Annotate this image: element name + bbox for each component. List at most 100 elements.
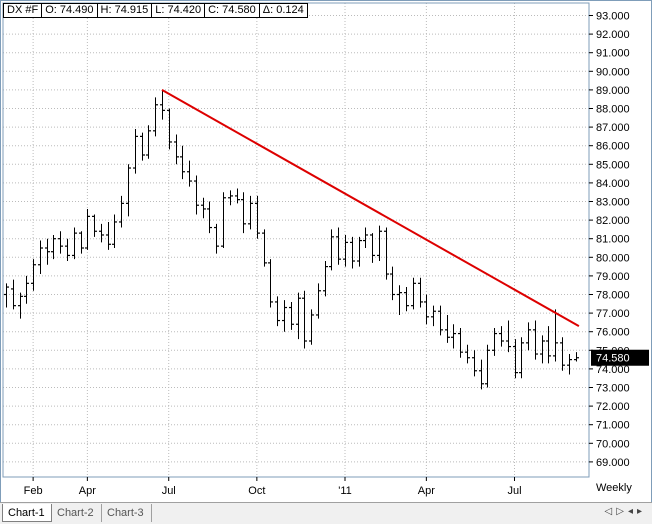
ohlc-bar[interactable] <box>445 314 450 343</box>
ohlc-bar[interactable] <box>79 231 84 254</box>
ohlc-bar[interactable] <box>153 97 158 137</box>
ohlc-bar[interactable] <box>546 326 551 364</box>
ohlc-bar[interactable] <box>146 125 151 159</box>
ohlc-bar[interactable] <box>363 227 368 248</box>
y-tick-label: 77.000 <box>596 308 630 320</box>
ohlc-bar[interactable] <box>45 238 50 265</box>
price-chart[interactable]: 93.000 92.000 91.000 90.000 89.000 88.000 87.0… <box>0 0 652 502</box>
ohlc-bar[interactable] <box>65 238 70 262</box>
ohlc-bar[interactable] <box>465 344 470 364</box>
ohlc-bar[interactable] <box>492 327 497 356</box>
ohlc-bar[interactable] <box>519 337 524 379</box>
ohlc-bar[interactable] <box>567 354 572 375</box>
ohlc-bar[interactable] <box>112 214 117 248</box>
ohlc-bar[interactable] <box>235 188 240 204</box>
ohlc-bar[interactable] <box>262 229 267 267</box>
ohlc-bar[interactable] <box>553 309 558 362</box>
ohlc-bar[interactable] <box>404 287 409 312</box>
ohlc-bar[interactable] <box>336 227 341 265</box>
ohlc-bar[interactable] <box>418 277 423 308</box>
next-tab-arrow-icon[interactable]: ▸ <box>636 506 646 517</box>
period-label[interactable]: Weekly <box>596 482 632 494</box>
ohlc-bar[interactable] <box>357 236 362 267</box>
prev-tab-arrow-icon[interactable]: ◂ <box>627 506 637 517</box>
ohlc-bar[interactable] <box>248 195 253 230</box>
ohlc-bar[interactable] <box>540 335 545 364</box>
ohlc-bar[interactable] <box>241 192 246 234</box>
ohlc-bar[interactable] <box>289 301 294 330</box>
ohlc-bar[interactable] <box>255 195 260 239</box>
ohlc-bar[interactable] <box>533 320 538 360</box>
ohlc-bar[interactable] <box>309 309 314 345</box>
ohlc-bar[interactable] <box>329 229 334 271</box>
ohlc-bar[interactable] <box>282 300 287 332</box>
ohlc-bar[interactable] <box>119 195 124 228</box>
ohlc-bar[interactable] <box>499 326 504 347</box>
ohlc-bar[interactable] <box>316 283 321 319</box>
ohlc-bar[interactable] <box>438 305 443 336</box>
x-tick-label: Apr <box>418 485 435 497</box>
ohlc-bar[interactable] <box>377 225 382 262</box>
ohlc-bar[interactable] <box>485 344 490 388</box>
ohlc-bar[interactable] <box>72 227 77 260</box>
tab-chart-1[interactable]: Chart-1 <box>2 504 52 522</box>
ohlc-bar[interactable] <box>99 223 104 243</box>
ohlc-bar[interactable] <box>472 350 477 377</box>
ohlc-bar[interactable] <box>424 294 429 325</box>
ohlc-bar[interactable] <box>431 305 436 327</box>
ohlc-bar[interactable] <box>38 240 43 275</box>
ohlc-bar[interactable] <box>275 296 280 327</box>
ohlc-bar[interactable] <box>560 337 565 371</box>
tab-chart-3[interactable]: Chart-3 <box>102 504 152 522</box>
trendline-layer[interactable] <box>161 89 580 327</box>
ohlc-bar[interactable] <box>58 231 63 254</box>
ohlc-bar[interactable] <box>4 283 9 308</box>
ohlc-bar[interactable] <box>187 160 192 187</box>
ohlc-bar[interactable] <box>451 324 456 349</box>
ohlc-bar[interactable] <box>458 327 463 358</box>
price-bars[interactable] <box>4 89 579 390</box>
ohlc-bar[interactable] <box>214 223 219 254</box>
ohlc-bar[interactable] <box>221 192 226 248</box>
ohlc-bar[interactable] <box>167 108 172 150</box>
ohlc-bar[interactable] <box>384 227 389 280</box>
ohlc-bar[interactable] <box>85 208 90 250</box>
ohlc-bar[interactable] <box>201 197 206 219</box>
ohlc-bar[interactable] <box>160 89 165 120</box>
ohlc-bar[interactable] <box>228 190 233 206</box>
ohlc-bar[interactable] <box>18 292 23 319</box>
ohlc-bar[interactable] <box>174 134 179 165</box>
tab-chart-2[interactable]: Chart-2 <box>52 504 102 522</box>
ohlc-bar[interactable] <box>574 352 579 362</box>
ohlc-bar[interactable] <box>207 201 212 234</box>
trendline[interactable] <box>161 89 580 327</box>
y-tick-label: 93.000 <box>596 11 630 23</box>
ohlc-bar[interactable] <box>296 292 301 340</box>
ohlc-bar[interactable] <box>51 234 56 260</box>
ohlc-bar[interactable] <box>390 266 395 301</box>
ohlc-bar[interactable] <box>92 214 97 237</box>
ohlc-bar[interactable] <box>11 279 16 310</box>
ohlc-bar[interactable] <box>194 175 199 215</box>
ohlc-bar[interactable] <box>140 132 145 161</box>
ohlc-bar[interactable] <box>343 234 348 267</box>
ohlc-bar[interactable] <box>31 259 36 291</box>
ohlc-bar[interactable] <box>370 233 375 263</box>
last-tab-arrow-icon[interactable]: ▷ <box>616 506 628 517</box>
ohlc-bar[interactable] <box>268 259 273 308</box>
ohlc-bar[interactable] <box>526 322 531 351</box>
first-tab-arrow-icon[interactable]: ◁ <box>604 506 617 517</box>
ohlc-bar[interactable] <box>323 261 328 297</box>
ohlc-bar[interactable] <box>126 164 131 217</box>
ohlc-bar[interactable] <box>513 339 518 379</box>
ohlc-bar[interactable] <box>479 359 484 390</box>
ohlc-bar[interactable] <box>133 128 138 174</box>
ohlc-bar[interactable] <box>180 145 185 180</box>
ohlc-bar[interactable] <box>302 290 307 349</box>
ohlc-bar[interactable] <box>350 236 355 269</box>
ohlc-bar[interactable] <box>106 221 111 250</box>
ohlc-bar[interactable] <box>506 320 511 353</box>
ohlc-bar[interactable] <box>411 277 416 310</box>
ohlc-bar[interactable] <box>24 275 29 304</box>
ohlc-bar[interactable] <box>397 285 402 315</box>
